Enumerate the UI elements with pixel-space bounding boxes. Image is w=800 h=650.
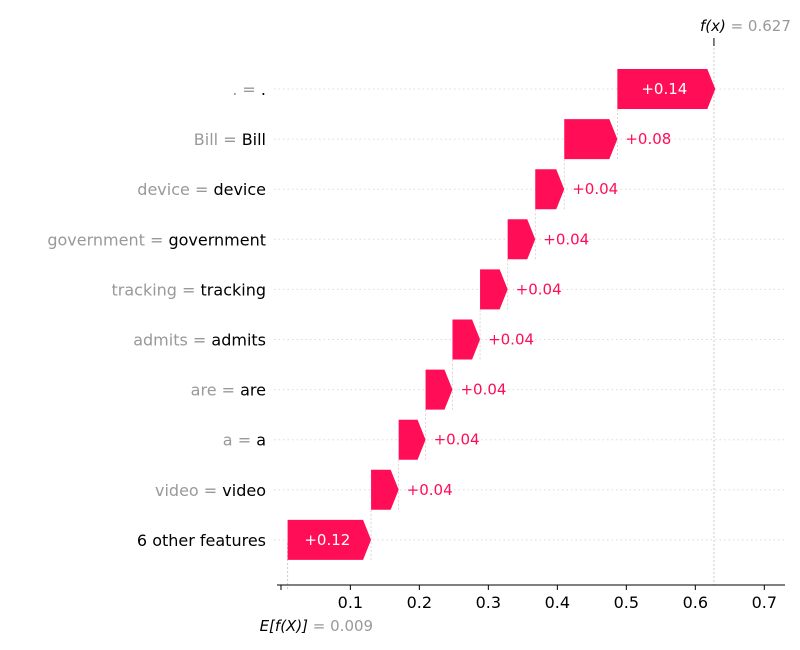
feature-equals: = bbox=[204, 481, 223, 500]
feature-name: . bbox=[232, 80, 242, 99]
contribution-label: +0.12 bbox=[304, 531, 350, 549]
feature-value: Bill bbox=[242, 130, 266, 149]
feature-equals: = bbox=[223, 130, 242, 149]
feature-value: a bbox=[256, 431, 266, 450]
feature-label: Bill = Bill bbox=[194, 130, 266, 149]
contribution-label: +0.04 bbox=[543, 230, 589, 248]
contribution-bar bbox=[480, 269, 508, 310]
output-fx: f(x) bbox=[700, 17, 731, 35]
feature-equals: = bbox=[193, 331, 212, 350]
feature-equals: = bbox=[150, 230, 169, 249]
feature-value: . bbox=[261, 80, 266, 99]
feature-name: government bbox=[47, 230, 150, 249]
contribution-label: +0.08 bbox=[625, 130, 671, 148]
x-tick-label: 0.3 bbox=[476, 593, 501, 612]
contribution-bar bbox=[425, 369, 453, 410]
feature-equals: = bbox=[242, 80, 261, 99]
feature-value: video bbox=[222, 481, 266, 500]
contribution-bar bbox=[287, 519, 372, 560]
contribution-bar bbox=[371, 469, 399, 510]
feature-label: admits = admits bbox=[133, 331, 266, 350]
output-equals: = 0.627 bbox=[731, 17, 791, 35]
contribution-bar bbox=[507, 219, 536, 260]
feature-label: government = government bbox=[47, 230, 266, 249]
feature-value: tracking bbox=[201, 280, 266, 299]
feature-value: device bbox=[213, 180, 266, 199]
contribution-label: +0.04 bbox=[572, 180, 618, 198]
y-labels-layer: . = . Bill = Bill device = device governmen… bbox=[47, 80, 266, 550]
feature-label: 6 other features bbox=[137, 531, 266, 550]
bars-layer: +0.14 +0.08 +0.04 +0.04 +0.04 +0.04 +0.04 +0.04… bbox=[287, 69, 716, 560]
contribution-bar bbox=[398, 419, 426, 460]
base-equals: = 0.009 bbox=[313, 617, 373, 635]
contribution-bar bbox=[617, 69, 716, 109]
feature-name: video bbox=[155, 481, 204, 500]
grid-layer bbox=[274, 38, 785, 589]
feature-equals: = bbox=[195, 180, 214, 199]
feature-name: Bill bbox=[194, 130, 223, 149]
feature-label: a = a bbox=[223, 431, 266, 450]
feature-label: . = . bbox=[232, 80, 266, 99]
x-tick-label: 0.5 bbox=[614, 593, 639, 612]
contribution-bar bbox=[452, 319, 481, 360]
contribution-label: +0.04 bbox=[407, 481, 453, 499]
x-axis: 0.1 0.2 0.3 0.4 0.5 0.6 0.7 bbox=[277, 584, 785, 612]
feature-label: video = video bbox=[155, 481, 266, 500]
feature-name: admits bbox=[133, 331, 193, 350]
x-tick-label: 0.7 bbox=[752, 593, 777, 612]
feature-label: device = device bbox=[137, 180, 266, 199]
contribution-label: +0.14 bbox=[641, 80, 687, 98]
contribution-bar bbox=[535, 169, 565, 210]
feature-name: a bbox=[223, 431, 238, 450]
feature-name: tracking bbox=[111, 280, 182, 299]
annotations-layer: f(x) = 0.627 E[f(X)] = 0.009 bbox=[260, 17, 791, 635]
x-tick-label: 0.6 bbox=[683, 593, 708, 612]
x-tick-label: 0.2 bbox=[407, 593, 432, 612]
feature-value: admits bbox=[211, 331, 266, 350]
x-tick-label: 0.1 bbox=[338, 593, 363, 612]
base-value-label: E[f(X)] = 0.009 bbox=[260, 617, 374, 635]
feature-label: tracking = tracking bbox=[111, 280, 266, 299]
feature-name: device bbox=[137, 180, 195, 199]
feature-name: are bbox=[191, 381, 222, 400]
feature-equals: = bbox=[238, 431, 257, 450]
feature-label: are = are bbox=[191, 381, 266, 400]
contribution-label: +0.04 bbox=[488, 331, 534, 349]
base-efx: E[f(X)] bbox=[260, 617, 313, 635]
contribution-label: +0.04 bbox=[434, 431, 480, 449]
feature-value: are bbox=[240, 381, 266, 400]
contribution-bar bbox=[564, 119, 618, 160]
output-value-label: f(x) = 0.627 bbox=[700, 17, 791, 35]
feature-name: 6 other features bbox=[137, 531, 266, 550]
x-tick-label: 0.4 bbox=[545, 593, 570, 612]
contribution-label: +0.04 bbox=[460, 381, 506, 399]
feature-equals: = bbox=[182, 280, 201, 299]
feature-value: government bbox=[168, 230, 266, 249]
feature-equals: = bbox=[222, 381, 241, 400]
contribution-label: +0.04 bbox=[516, 280, 562, 298]
